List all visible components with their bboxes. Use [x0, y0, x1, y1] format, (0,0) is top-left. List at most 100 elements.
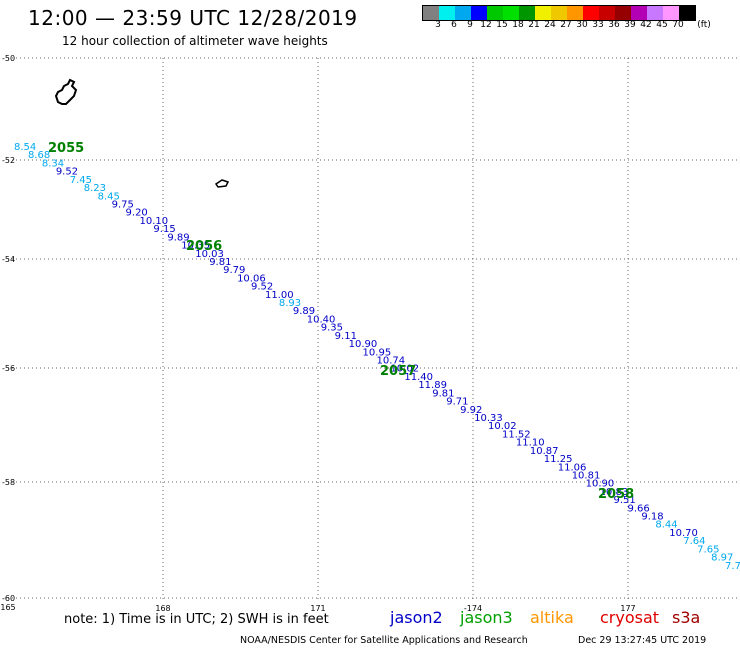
page-subtitle: 12 hour collection of altimeter wave hei…	[62, 34, 328, 48]
wave-height-value: 10.95	[363, 347, 392, 358]
wave-height-value: 9.15	[153, 224, 175, 235]
legend-swatch	[567, 6, 583, 20]
latitude-label: -52	[2, 156, 15, 165]
legend-tick-label: 24	[544, 20, 556, 30]
legend-swatch	[663, 6, 679, 20]
wave-height-value: 9.18	[641, 512, 663, 523]
wave-height-value: 10.90	[586, 479, 615, 490]
island-auckland	[54, 78, 78, 105]
footer-credit: NOAA/NESDIS Center for Satellite Applica…	[240, 635, 528, 646]
wave-height-value: 9.52	[251, 282, 273, 293]
legend-swatch	[423, 6, 439, 20]
satellite-name-altika: altika	[530, 608, 574, 627]
legend-swatch	[679, 6, 695, 20]
wave-height-value: 10.35	[181, 241, 210, 252]
islands	[54, 78, 230, 188]
wave-height-value: 11.52	[502, 429, 531, 440]
legend-tick-label: 33	[592, 20, 604, 30]
footer-timestamp: Dec 29 13:27:45 UTC 2019	[578, 635, 707, 646]
satellite-name-s3a: s3a	[672, 608, 701, 627]
legend-swatch	[615, 6, 631, 20]
pass-number-label: 2055	[48, 141, 84, 156]
wave-height-value: 8.54	[14, 142, 36, 153]
wave-height-value: 10.90	[349, 339, 378, 350]
latitude-label: -54	[2, 255, 15, 264]
wave-height-value: 9.89	[167, 232, 189, 243]
altimeter-track: 8.548.688.349.527.458.238.459.759.2010.1…	[14, 141, 740, 580]
wave-height-value: 10.70	[669, 528, 698, 539]
legend-tick-label: 27	[560, 20, 572, 30]
legend-unit: (ft)	[697, 20, 711, 30]
legend-tick-label: 39	[624, 20, 636, 30]
latitude-label: -58	[2, 478, 15, 487]
wave-height-value: 9.81	[432, 388, 454, 399]
wave-height-value: 7.45	[70, 175, 92, 186]
wave-height-value: 10.74	[377, 356, 406, 367]
longitude-label: 177	[620, 604, 635, 613]
wave-height-value: 8.68	[28, 150, 50, 161]
wave-height-value: 8.97	[711, 553, 733, 564]
legend-tick-label: 42	[640, 20, 652, 30]
wave-height-value: 8.34	[42, 158, 64, 169]
wave-height-value: 10.87	[530, 446, 559, 457]
satellite-name-jason2: jason2	[390, 608, 443, 627]
wave-height-value: 8.45	[98, 191, 120, 202]
legend-tick-label: 9	[467, 20, 473, 30]
wave-height-value: 9.79	[223, 265, 245, 276]
legend-swatch	[535, 6, 551, 20]
legend-tick-label: 15	[496, 20, 508, 30]
wave-height-value: 9.52	[56, 167, 78, 178]
legend-swatch	[631, 6, 647, 20]
wave-height-value: 8.23	[84, 183, 106, 194]
wave-height-value: 11.00	[265, 290, 294, 301]
wave-height-value: 10.10	[139, 216, 168, 227]
legend-swatch	[455, 6, 471, 20]
wave-height-value: 10.02	[488, 421, 517, 432]
wave-height-value: 8.44	[655, 520, 677, 531]
pass-number-label: 2056	[186, 239, 222, 254]
wave-height-value: 7.65	[697, 544, 719, 555]
wave-height-value: 10.40	[307, 314, 336, 325]
longitude-label: 165	[0, 603, 15, 612]
wave-height-value: 10.33	[474, 413, 503, 424]
legend-swatch	[551, 6, 567, 20]
wave-height-value: 9.92	[460, 405, 482, 416]
longitude-label: 171	[310, 604, 325, 613]
legend-tick-label: 18	[512, 20, 524, 30]
legend-swatch	[583, 6, 599, 20]
latitude-label: -60	[2, 594, 15, 603]
wave-height-value: 10.06	[237, 273, 266, 284]
legend-tick-label: 21	[528, 20, 540, 30]
legend-swatch	[439, 6, 455, 20]
latitude-label: -56	[2, 364, 15, 373]
wave-height-value: 9.89	[293, 306, 315, 317]
wave-height-value: 11.06	[558, 462, 587, 473]
color-scale-legend	[422, 5, 696, 21]
satellite-name-cryosat: cryosat	[600, 608, 660, 627]
wave-height-value: 9.75	[112, 199, 134, 210]
legend-tick-label: 45	[656, 20, 668, 30]
pass-number-label: 2057	[380, 364, 416, 379]
wave-height-value: 7.70	[725, 561, 740, 572]
legend-tick-label: 3	[435, 20, 441, 30]
graticule	[8, 57, 740, 600]
legend-swatch	[519, 6, 535, 20]
satellite-name-jason3: jason3	[460, 608, 513, 627]
wave-height-value: 7.64	[683, 536, 705, 547]
wave-height-value: 9.20	[126, 208, 148, 219]
wave-height-value: 10.81	[572, 470, 601, 481]
island-campbell-small	[214, 179, 230, 188]
wave-height-value: 9.71	[446, 397, 468, 408]
wave-height-value: 9.11	[335, 331, 357, 342]
legend-swatch	[487, 6, 503, 20]
wave-height-value: 9.81	[209, 257, 231, 268]
wave-height-value: 10.02	[390, 364, 419, 375]
latitude-label: -50	[2, 54, 15, 63]
wave-height-value: 11.40	[404, 372, 433, 383]
pass-number-label: 2058	[598, 487, 634, 502]
wave-height-value: 11.89	[418, 380, 447, 391]
wave-height-value: 10.03	[195, 249, 224, 260]
legend-swatch	[599, 6, 615, 20]
